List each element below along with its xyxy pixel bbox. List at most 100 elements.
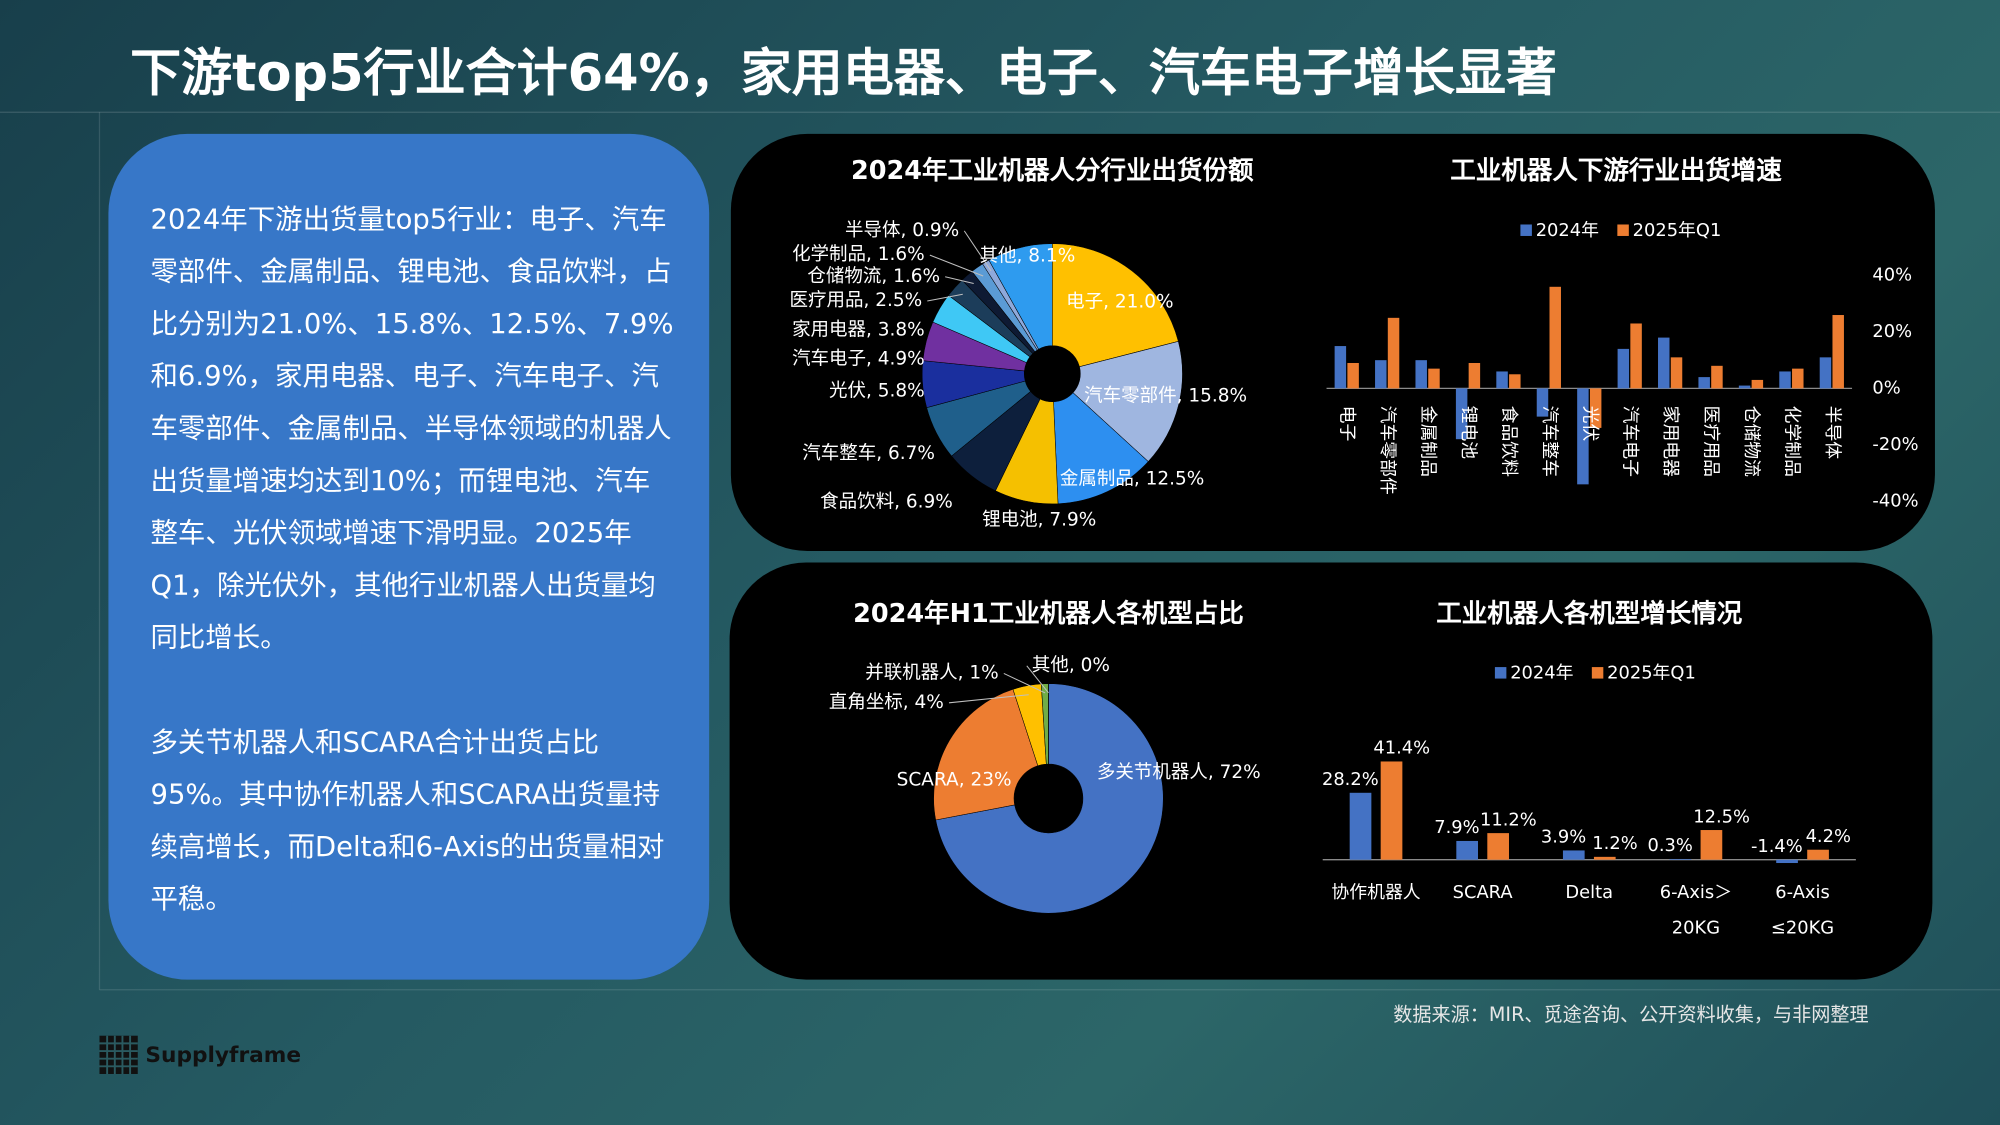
bar <box>1468 362 1481 389</box>
value-label: 7.9% <box>1434 817 1479 838</box>
value-label: 4.2% <box>1806 826 1851 847</box>
slice-label: 汽车整车, 6.7% <box>802 443 935 464</box>
paragraphs: 2024年下游出货量top5行业：电子、汽车零部件、金属制品、锂电池、食品饮料，… <box>151 194 677 926</box>
slice-label: 直角坐标, 4% <box>829 692 944 713</box>
x-tick-label: 汽车电子 <box>1620 406 1641 477</box>
x-tick-label: 汽车整车 <box>1539 406 1560 477</box>
value-label: 0.3% <box>1648 835 1693 856</box>
x-tick-label: 食品饮料 <box>1498 406 1519 478</box>
slice-label: 光伏, 5.8% <box>829 381 925 402</box>
bar <box>1700 830 1723 860</box>
leader-line <box>927 293 963 302</box>
bar <box>1738 385 1751 389</box>
slice-label: 多关节机器人, 72% <box>1097 762 1261 783</box>
bar <box>1698 377 1710 389</box>
bar <box>1487 833 1509 860</box>
bar <box>1455 388 1468 440</box>
bar <box>1669 858 1692 860</box>
legend-label: 2024年 <box>1510 662 1573 683</box>
paragraph: 2024年下游出货量top5行业：电子、汽车零部件、金属制品、锂电池、食品饮料，… <box>150 204 674 655</box>
slice-label: 并联机器人, 1% <box>865 662 999 683</box>
y-tick-label: 20% <box>1872 321 1912 342</box>
slice-label: SCARA, 23% <box>897 770 1012 791</box>
slice-label: 锂电池, 7.9% <box>982 509 1096 530</box>
leader-line <box>929 254 984 277</box>
slice-label: 汽车电子, 4.9% <box>792 349 925 370</box>
x-tick-label-box: Delta <box>1565 882 1614 904</box>
bar <box>1711 365 1723 389</box>
x-tick-label-box: 协作机器人 <box>1331 883 1420 903</box>
chart-title: 2024年工业机器人分行业出货份额 <box>851 156 1254 186</box>
pie-slice <box>988 243 1053 350</box>
x-tick-label: 化学制品 <box>1781 406 1802 477</box>
pie-slice <box>1052 243 1179 368</box>
leader-line <box>948 694 1029 704</box>
y-tick-label: -20% <box>1872 434 1918 455</box>
chart-title: 工业机器人下游行业出货增速 <box>1450 156 1782 186</box>
leader-line <box>1003 673 1046 694</box>
logo-grid <box>99 1035 138 1074</box>
slice-label: 其他, 0% <box>1032 655 1110 676</box>
bar <box>1792 368 1804 389</box>
bar <box>1617 348 1630 389</box>
bar <box>1428 368 1440 389</box>
x-tick-label: SCARA <box>1452 882 1513 904</box>
bar <box>1562 850 1585 860</box>
x-tick-label-box: SCARA <box>1452 882 1513 904</box>
legend-label: 2024年 <box>1536 220 1599 241</box>
leader-line <box>963 230 992 272</box>
value-label: 41.4% <box>1373 738 1430 759</box>
bar <box>1658 337 1670 389</box>
bar <box>1751 379 1764 389</box>
bar <box>1577 388 1589 485</box>
x-tick-label: Delta <box>1565 882 1614 904</box>
x-tick-label: 仓储物流 <box>1741 406 1762 478</box>
pie-slice <box>1053 392 1149 504</box>
bar <box>1670 357 1683 389</box>
legend-label: 2025年Q1 <box>1633 220 1722 241</box>
bar <box>1334 346 1347 389</box>
x-tick-label-box: 6-Axis ≤20KG <box>1770 882 1835 939</box>
bar <box>1536 388 1549 417</box>
slice-label: 医疗用品, 2.5% <box>790 290 923 311</box>
slice-label: 电子, 21.0% <box>1066 291 1173 312</box>
x-tick-label: 电子 <box>1337 406 1358 442</box>
bar <box>1375 360 1387 389</box>
slice-label: 家用电器, 3.8% <box>792 319 925 340</box>
legend-swatch <box>1617 224 1629 236</box>
bar <box>1807 849 1829 860</box>
x-tick-label: 6-Axis ≤20KG <box>1770 882 1835 939</box>
pie-slice <box>933 688 1039 821</box>
bar <box>1779 371 1791 389</box>
slice-label: 金属制品, 12.5% <box>1060 469 1204 490</box>
value-label: 28.2% <box>1322 769 1379 790</box>
slice-label: 汽车零部件, 15.8% <box>1084 386 1247 407</box>
paragraph: 多关节机器人和SCARA合计出货占比95%。其中协作机器人和SCARA出货量持续… <box>150 727 665 916</box>
x-tick-label: 锂电池 <box>1458 406 1479 460</box>
chart-panel <box>730 133 1935 552</box>
text-panel <box>108 133 710 980</box>
bar <box>1456 840 1478 860</box>
leader-line <box>945 276 974 284</box>
bar <box>1387 317 1400 389</box>
y-tick-label: 40% <box>1872 265 1912 286</box>
bar <box>1415 360 1427 389</box>
x-tick-label-box: 6-Axis＞ 20KG <box>1659 882 1733 939</box>
slice-label: 其他, 8.1% <box>980 245 1076 266</box>
logo: Supplyframe <box>99 1035 301 1074</box>
x-tick-label: 金属制品 <box>1418 406 1439 477</box>
bar <box>1593 856 1616 860</box>
legend-swatch <box>1591 667 1604 679</box>
x-tick-label: 汽车零部件 <box>1377 406 1398 495</box>
bar <box>1347 362 1359 389</box>
x-tick-label: 6-Axis＞ 20KG <box>1659 882 1733 939</box>
value-label: 11.2% <box>1480 809 1537 830</box>
legend-swatch <box>1494 667 1507 679</box>
x-tick-label: 家用电器 <box>1660 406 1681 478</box>
slide-title: 下游top5行业合计64%，家用电器、电子、汽车电子增长显著 <box>130 45 1557 104</box>
logo-text: Supplyframe <box>145 1043 301 1068</box>
y-tick-label: 0% <box>1872 377 1900 398</box>
